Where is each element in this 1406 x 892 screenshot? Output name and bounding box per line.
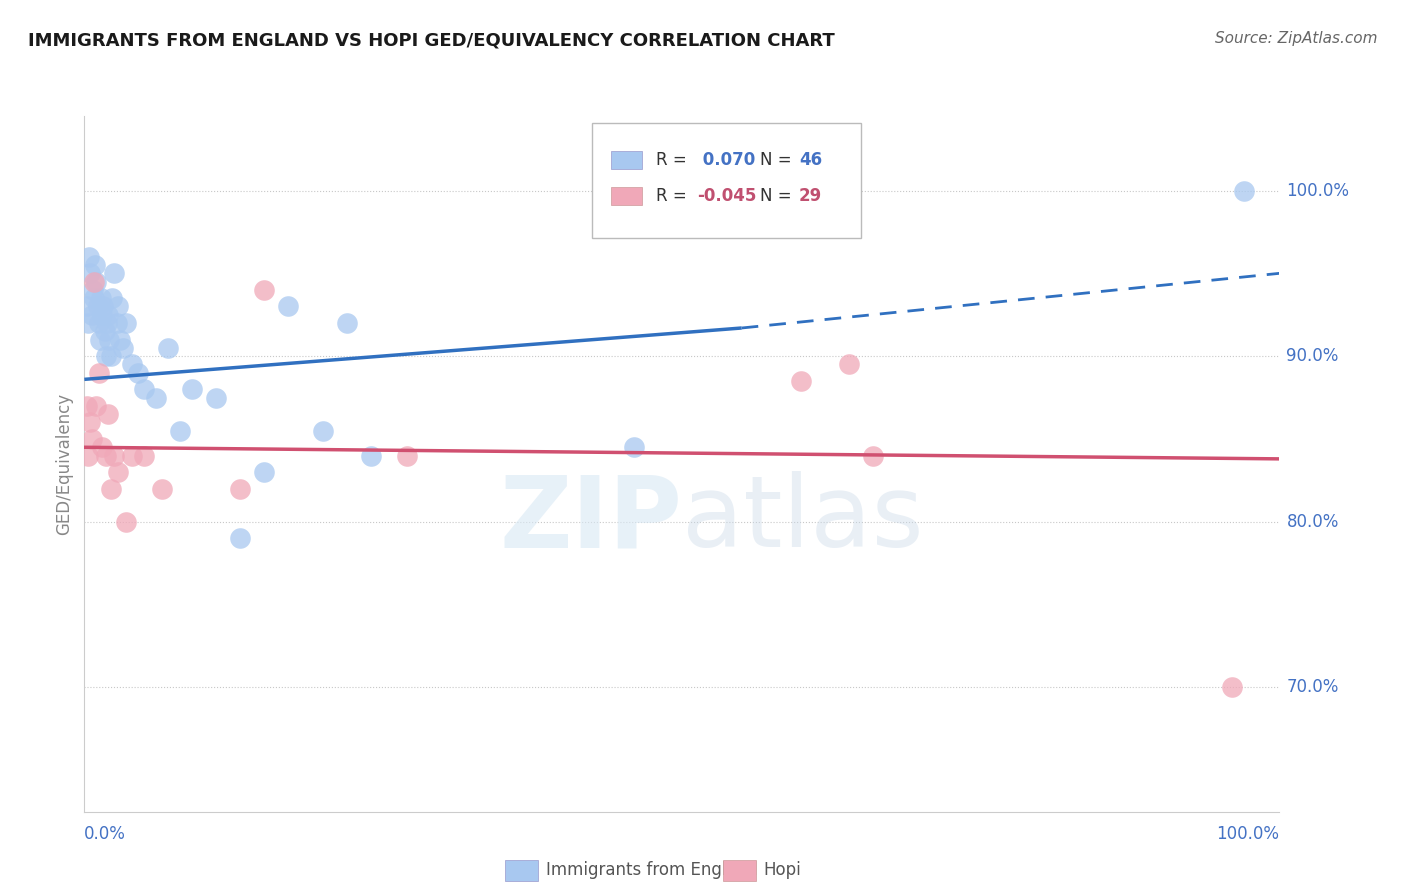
FancyBboxPatch shape: [592, 123, 860, 238]
Text: -0.045: -0.045: [697, 187, 756, 205]
Point: [105, 316, 128, 330]
Y-axis label: GED/Equivalency: GED/Equivalency: [55, 392, 73, 535]
Point: [97, 407, 120, 421]
Point: [253, 465, 276, 479]
Point: [103, 449, 125, 463]
Point: [107, 300, 129, 314]
Text: R =: R =: [655, 151, 692, 169]
Point: [97, 308, 120, 322]
Point: [80, 432, 103, 446]
Point: [77, 250, 100, 264]
Point: [145, 391, 167, 405]
Point: [623, 440, 645, 454]
Point: [312, 424, 335, 438]
Point: [96, 316, 118, 330]
Point: [86, 300, 108, 314]
Point: [84, 258, 107, 272]
FancyBboxPatch shape: [612, 187, 643, 205]
Point: [93, 324, 115, 338]
Text: R =: R =: [655, 187, 692, 205]
Point: [132, 449, 156, 463]
Point: [157, 341, 180, 355]
Point: [862, 449, 884, 463]
Point: [1232, 184, 1254, 198]
Text: 46: 46: [799, 151, 823, 169]
Text: 70.0%: 70.0%: [1286, 679, 1339, 697]
Point: [94, 349, 117, 363]
Point: [107, 465, 129, 479]
Point: [228, 532, 252, 546]
Text: 90.0%: 90.0%: [1286, 347, 1339, 365]
Point: [76, 300, 98, 314]
Point: [276, 300, 298, 314]
Point: [87, 316, 110, 330]
Point: [121, 358, 143, 372]
Point: [77, 316, 100, 330]
Text: N =: N =: [759, 151, 796, 169]
Point: [83, 291, 105, 305]
Point: [180, 382, 202, 396]
Point: [80, 308, 103, 322]
Point: [93, 300, 115, 314]
Point: [76, 399, 98, 413]
Point: [205, 391, 228, 405]
Point: [77, 449, 100, 463]
Text: 100.0%: 100.0%: [1216, 825, 1279, 843]
Point: [79, 266, 101, 280]
Text: 0.0%: 0.0%: [84, 825, 127, 843]
Point: [1220, 681, 1243, 695]
Point: [82, 283, 104, 297]
Point: [89, 333, 111, 347]
Text: Source: ZipAtlas.com: Source: ZipAtlas.com: [1215, 31, 1378, 46]
Point: [110, 333, 132, 347]
Point: [396, 449, 419, 463]
Point: [79, 416, 101, 430]
Point: [94, 449, 117, 463]
Point: [100, 482, 122, 496]
Point: [84, 399, 107, 413]
Point: [115, 515, 138, 529]
Text: IMMIGRANTS FROM ENGLAND VS HOPI GED/EQUIVALENCY CORRELATION CHART: IMMIGRANTS FROM ENGLAND VS HOPI GED/EQUI…: [28, 31, 835, 49]
Point: [111, 341, 134, 355]
Point: [103, 266, 125, 280]
Point: [101, 291, 124, 305]
Point: [360, 449, 382, 463]
Point: [90, 291, 112, 305]
Point: [115, 316, 138, 330]
Point: [87, 366, 110, 380]
Point: [253, 283, 276, 297]
Point: [100, 349, 122, 363]
FancyBboxPatch shape: [612, 151, 643, 169]
Text: 29: 29: [799, 187, 823, 205]
Point: [91, 440, 114, 454]
Text: atlas: atlas: [682, 471, 924, 568]
Point: [150, 482, 173, 496]
Point: [336, 316, 359, 330]
Point: [228, 482, 252, 496]
Text: Immigrants from England: Immigrants from England: [546, 861, 758, 879]
Text: 0.070: 0.070: [697, 151, 755, 169]
Text: N =: N =: [759, 187, 796, 205]
Point: [790, 374, 813, 388]
Point: [91, 308, 114, 322]
Point: [132, 382, 156, 396]
Point: [83, 275, 105, 289]
Point: [838, 358, 860, 372]
Text: 100.0%: 100.0%: [1286, 181, 1350, 200]
Point: [169, 424, 191, 438]
Point: [98, 333, 121, 347]
Text: Hopi: Hopi: [763, 861, 801, 879]
Point: [84, 275, 107, 289]
Point: [121, 449, 143, 463]
Text: 80.0%: 80.0%: [1286, 513, 1339, 531]
Text: ZIP: ZIP: [499, 471, 682, 568]
Point: [127, 366, 149, 380]
